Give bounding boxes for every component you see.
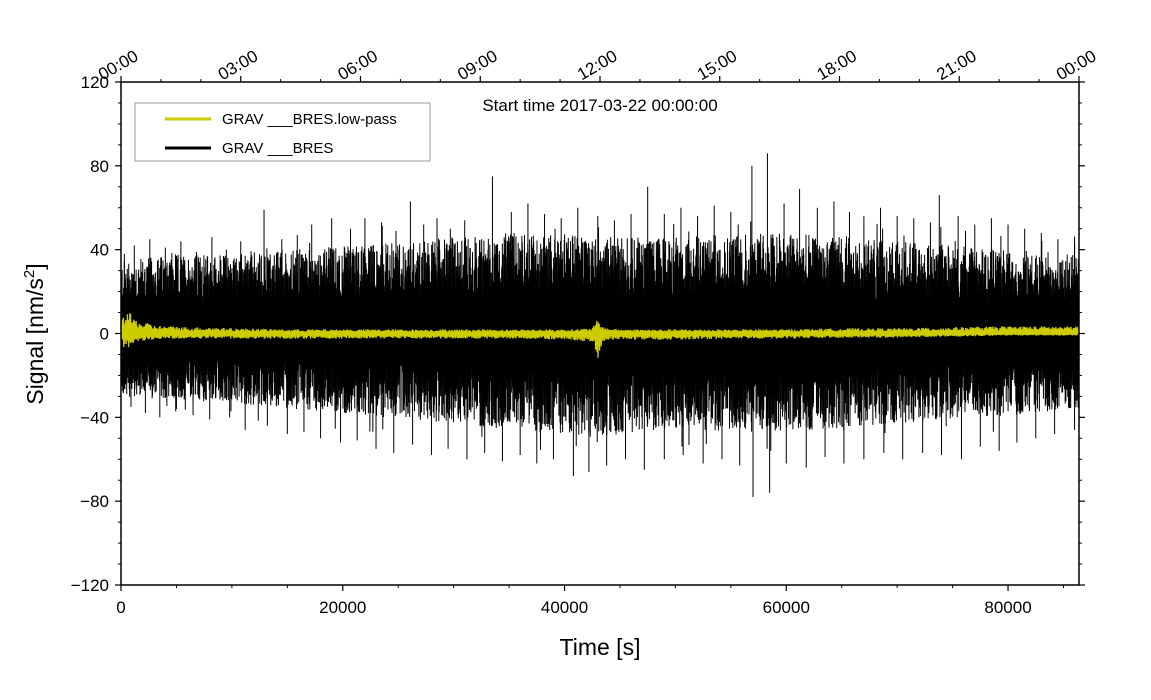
legend-label-low-pass: GRAV ___BRES.low-pass [222, 111, 397, 128]
x-tick-label: 0 [116, 598, 125, 617]
y-tick-label: −40 [80, 408, 109, 427]
legend-label-raw: GRAV ___BRES [222, 140, 333, 157]
x-tick-label: 40000 [541, 598, 588, 617]
legend: GRAV ___BRES.low-pass GRAV ___BRES [134, 102, 431, 162]
x-tick-label: 20000 [319, 598, 366, 617]
x-axis-title: Time [s] [560, 634, 641, 660]
y-axis-title-main: Signal [nm/s [22, 278, 48, 405]
y-axis-title: Signal [nm/s2] [21, 263, 48, 404]
y-tick-label: 80 [90, 157, 109, 176]
y-tick-label: 40 [90, 241, 109, 260]
y-axis-title-close: ] [22, 263, 48, 269]
x-axis: 0 20000 40000 60000 80000 [116, 585, 1064, 617]
x-tick-label: 60000 [763, 598, 810, 617]
plot-data [120, 153, 1080, 497]
x-tick-label: 80000 [984, 598, 1031, 617]
y-tick-label: 120 [81, 73, 109, 92]
start-time-annotation: Start time 2017-03-22 00:00:00 [482, 96, 717, 115]
y-axis-title-superscript: 2 [21, 270, 38, 278]
y-tick-label: 0 [100, 325, 109, 344]
y-axis: 120 80 40 0 −40 −80 −120 [71, 73, 1085, 595]
y-tick-label: −80 [80, 492, 109, 511]
y-tick-label: −120 [71, 576, 109, 595]
plot-frame [120, 81, 1080, 586]
series-low-pass-line [120, 313, 1080, 358]
legend-box [134, 102, 431, 162]
